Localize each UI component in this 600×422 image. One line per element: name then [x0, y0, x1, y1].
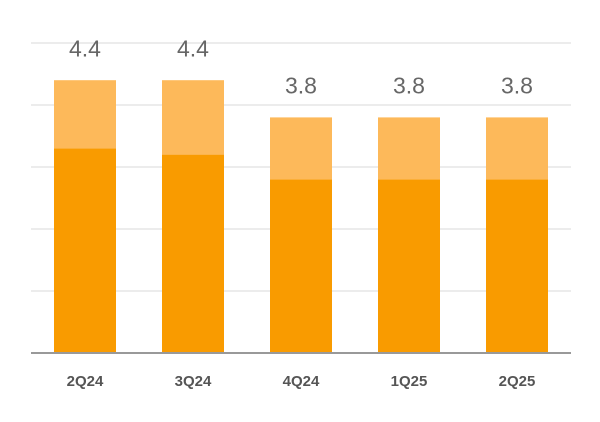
bar-segment	[378, 117, 440, 180]
total-label: 4.4	[177, 35, 209, 61]
bar-segment	[162, 80, 224, 155]
total-label: 3.8	[285, 72, 317, 98]
bar-segment	[162, 154, 224, 353]
bar-segment	[54, 148, 116, 353]
total-label: 3.8	[393, 72, 425, 98]
x-tick-label: 2Q25	[499, 373, 536, 390]
bar-segment	[54, 80, 116, 149]
x-tick-label: 4Q24	[283, 373, 320, 390]
bar-segment	[486, 117, 548, 180]
x-tick-label: 3Q24	[175, 373, 212, 390]
x-tick-label: 2Q24	[67, 373, 104, 390]
x-tick-label: 1Q25	[391, 373, 428, 390]
bar-segment	[270, 117, 332, 180]
total-label: 4.4	[69, 35, 101, 61]
bar-segment	[486, 179, 548, 353]
bar-segment	[270, 179, 332, 353]
bar-segment	[378, 179, 440, 353]
total-label: 3.8	[501, 72, 533, 98]
